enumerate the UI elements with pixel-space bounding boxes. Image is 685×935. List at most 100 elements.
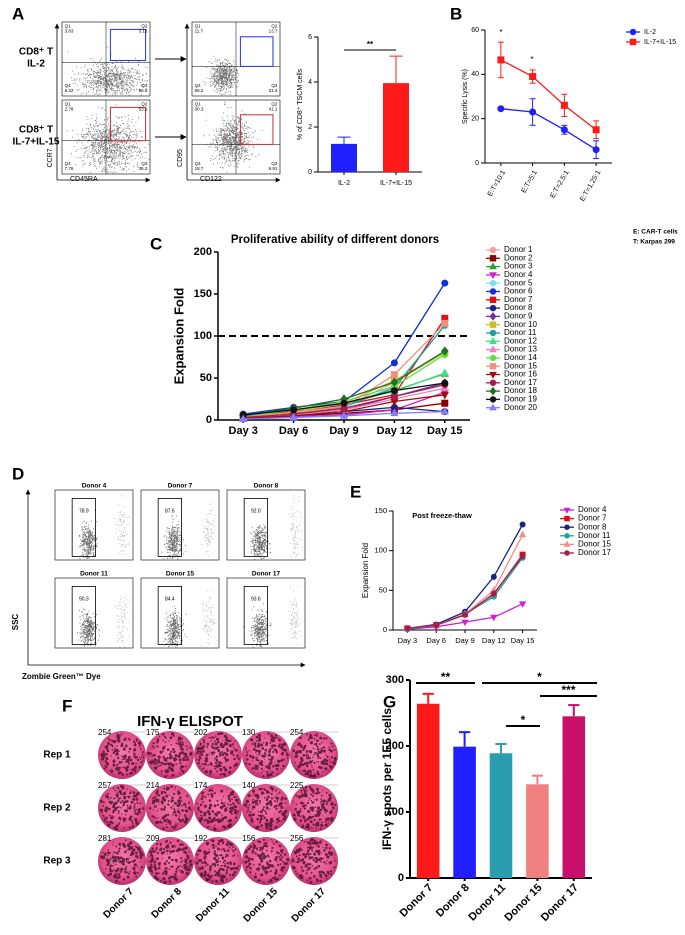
- panel-label: C: [150, 234, 162, 253]
- data-point: [519, 530, 527, 538]
- gate: [157, 586, 182, 645]
- plot-title: Donor 15: [166, 571, 195, 578]
- bar: [383, 83, 409, 172]
- row-label: IL-7+IL-15: [13, 137, 60, 148]
- event-cloud: [161, 515, 187, 560]
- gate: [243, 497, 268, 557]
- data-point: [339, 411, 349, 419]
- data-point: [497, 105, 505, 113]
- significance-label: *: [499, 28, 502, 37]
- gate: [157, 497, 182, 557]
- data-point: [519, 521, 526, 528]
- elispot-spots: [100, 733, 145, 776]
- elispot-spots: [100, 839, 144, 883]
- data-point: [519, 601, 527, 608]
- gate-percent: 84.4: [165, 596, 175, 602]
- event-cloud: [250, 524, 272, 560]
- legend-label: Donor 8: [578, 522, 607, 531]
- y-tick-label: 200: [194, 246, 212, 258]
- event-cloud: [66, 104, 150, 174]
- data-point: [529, 73, 537, 81]
- spot-count: 225: [290, 781, 304, 790]
- legend-label: Donor 7: [578, 514, 607, 523]
- panel-label: D: [12, 464, 24, 483]
- quadrant-name: Q4: [65, 83, 72, 88]
- quadrant-name: Q4: [195, 161, 202, 166]
- legend-label: Donor 3: [504, 262, 533, 271]
- bar: [562, 716, 586, 878]
- x-tick-label: Day 6: [426, 636, 446, 645]
- legend-label: Donor 14: [504, 353, 537, 362]
- event-cloud: [243, 603, 272, 648]
- flow-plot-frame: [226, 489, 306, 561]
- legend-label: Donor 13: [504, 345, 537, 354]
- data-point: [390, 392, 398, 400]
- legend-swatch: [489, 371, 497, 379]
- quadrant-percent: 86.8: [139, 88, 148, 93]
- elispot-well: [242, 837, 290, 885]
- legend-label: Donor 17: [504, 378, 537, 387]
- legend-swatch: [564, 550, 570, 556]
- quadrant-name: Q2: [141, 24, 148, 29]
- panel-label: A: [12, 4, 24, 23]
- legend-label: Donor 9: [504, 312, 533, 321]
- quadrant-name: Q4: [65, 161, 72, 166]
- row-label: CD8⁺ T: [19, 125, 53, 136]
- spot-count: 281: [98, 834, 112, 843]
- axis-label: CD95: [177, 149, 184, 167]
- legend-label: Donor 11: [504, 328, 537, 337]
- data-point: [441, 399, 449, 407]
- event-cloud: [203, 55, 239, 96]
- row-label: IL-2: [27, 59, 45, 70]
- y-axis-label: Specific Lysis (%): [462, 69, 469, 124]
- quadrant-name: Q3: [271, 161, 278, 166]
- data-point: [440, 391, 449, 400]
- elispot-spots: [99, 784, 145, 831]
- data-point: [519, 553, 526, 560]
- significance-label: ***: [561, 683, 575, 697]
- y-tick-label: 40: [471, 71, 479, 78]
- data-point: [560, 101, 568, 109]
- gate-percent: 93.6: [251, 596, 261, 602]
- legend-swatch: [489, 321, 497, 328]
- quadrant-percent: 41.1: [269, 107, 278, 112]
- legend-swatch: [489, 354, 497, 362]
- quadrant-name: Q4: [195, 83, 202, 88]
- legend-swatch: [564, 515, 570, 522]
- legend-swatch: [489, 246, 497, 254]
- elispot-spots: [196, 787, 240, 831]
- plot-title: Donor 17: [252, 571, 281, 578]
- quadrant-percent: 36.3: [139, 166, 148, 171]
- gate: [109, 106, 147, 142]
- significance-label: *: [521, 713, 526, 727]
- quadrant-name: Q1: [65, 102, 72, 107]
- significance-label: *: [537, 670, 542, 684]
- spot-count: 209: [146, 834, 160, 843]
- elispot-well: [98, 731, 146, 779]
- elispot-spots: [292, 785, 337, 830]
- spot-count: 202: [194, 728, 208, 737]
- legend-swatch: [489, 329, 497, 337]
- event-cloud: [162, 605, 187, 648]
- y-tick-label: 0: [475, 160, 479, 167]
- data-point: [390, 359, 398, 367]
- quadrant-percent: 6.22: [65, 88, 74, 93]
- y-tick-label: 0: [383, 625, 387, 634]
- legend-swatch: [563, 540, 571, 547]
- legend-label: Donor 15: [504, 361, 537, 370]
- spot-count: 254: [290, 728, 304, 737]
- plot-title: Donor 7: [168, 483, 193, 490]
- spot-count: 130: [242, 728, 256, 737]
- significance-label: **: [441, 670, 451, 684]
- legend-label: Donor 18: [504, 386, 537, 395]
- data-point: [404, 625, 411, 632]
- y-tick-label: 150: [194, 288, 212, 300]
- event-cloud: [201, 501, 219, 557]
- legend-label: Donor 4: [578, 505, 607, 514]
- gate: [71, 497, 96, 557]
- flow-plot-frame: [54, 489, 134, 561]
- spot-count: 254: [98, 728, 112, 737]
- quadrant-percent: 2.78: [65, 107, 74, 112]
- x-tick-label: Day 12: [377, 425, 412, 437]
